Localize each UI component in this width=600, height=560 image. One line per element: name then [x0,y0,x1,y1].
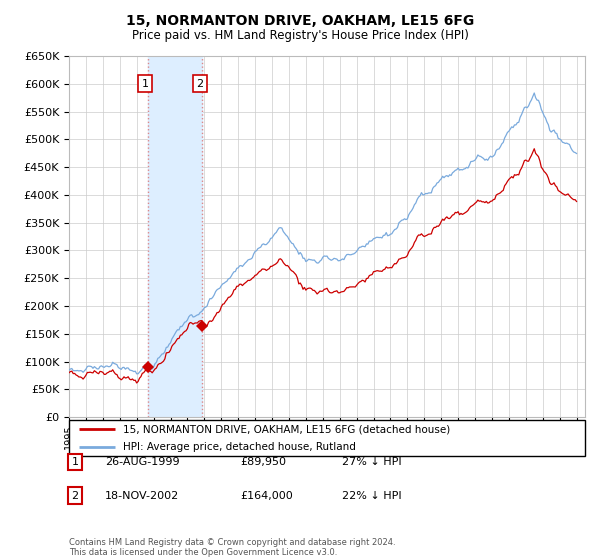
Text: 1: 1 [71,457,79,467]
Bar [148,56,202,417]
Text: 26-AUG-1999: 26-AUG-1999 [105,457,179,467]
Text: Contains HM Land Registry data © Crown copyright and database right 2024.
This d: Contains HM Land Registry data © Crown c… [69,538,395,557]
Text: 1: 1 [142,79,149,89]
Text: HPI: Average price, detached house, Rutland: HPI: Average price, detached house, Rutl… [123,442,356,452]
Text: 18-NOV-2002: 18-NOV-2002 [105,491,179,501]
Text: 15, NORMANTON DRIVE, OAKHAM, LE15 6FG (detached house): 15, NORMANTON DRIVE, OAKHAM, LE15 6FG (d… [123,424,451,434]
Text: 15, NORMANTON DRIVE, OAKHAM, LE15 6FG: 15, NORMANTON DRIVE, OAKHAM, LE15 6FG [126,14,474,28]
Text: £164,000: £164,000 [240,491,293,501]
Text: £89,950: £89,950 [240,457,286,467]
FancyBboxPatch shape [69,420,585,456]
Text: 2: 2 [196,79,203,89]
Text: Price paid vs. HM Land Registry's House Price Index (HPI): Price paid vs. HM Land Registry's House … [131,29,469,42]
Text: 22% ↓ HPI: 22% ↓ HPI [342,491,401,501]
Text: 2: 2 [71,491,79,501]
Text: 27% ↓ HPI: 27% ↓ HPI [342,457,401,467]
